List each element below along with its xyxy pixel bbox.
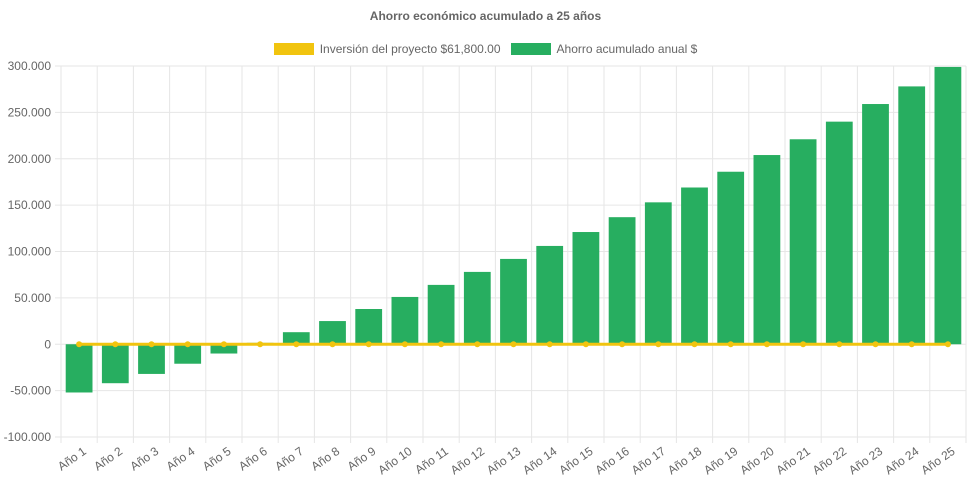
line-point-inversion — [401, 341, 408, 348]
x-tick-label: Año 7 — [272, 444, 306, 474]
bar-año-2 — [101, 344, 129, 384]
bar-año-19 — [717, 171, 745, 345]
x-tick-label: Año 10 — [375, 444, 414, 477]
bar-año-12 — [463, 271, 491, 345]
bar-año-1 — [65, 344, 93, 393]
line-point-inversion — [908, 341, 915, 348]
bar-año-22 — [825, 121, 853, 345]
y-tick-label: 50.000 — [14, 291, 51, 305]
x-tick-label: Año 24 — [882, 444, 921, 477]
y-tick-label: 200.000 — [8, 152, 52, 166]
x-tick-label: Año 14 — [520, 444, 559, 477]
y-tick-label: -100.000 — [4, 430, 52, 444]
bar-año-9 — [355, 309, 383, 345]
bar-año-16 — [608, 217, 636, 345]
x-tick-label: Año 3 — [128, 444, 162, 474]
x-tick-label: Año 25 — [918, 444, 957, 477]
bar-año-18 — [681, 187, 708, 345]
line-point-inversion — [582, 341, 589, 348]
x-tick-label: Año 6 — [236, 444, 270, 474]
x-tick-label: Año 21 — [774, 444, 813, 477]
bar-año-5 — [210, 344, 238, 354]
bar-año-25 — [934, 66, 962, 345]
x-tick-label: Año 22 — [810, 444, 849, 477]
line-point-inversion — [329, 341, 336, 348]
y-tick-label: 0 — [44, 337, 51, 351]
bar-año-8 — [319, 321, 346, 345]
line-point-inversion — [872, 341, 879, 348]
x-tick-label: Año 15 — [556, 444, 595, 477]
line-point-inversion — [836, 341, 843, 348]
bar-año-7 — [282, 332, 310, 345]
y-tick-label: 300.000 — [8, 59, 52, 73]
line-point-inversion — [763, 341, 770, 348]
chart-title: Ahorro económico acumulado a 25 años — [369, 9, 602, 23]
x-tick-label: Año 23 — [846, 444, 885, 477]
x-tick-label: Año 16 — [593, 444, 632, 477]
x-tick-label: Año 2 — [91, 444, 125, 474]
x-tick-label: Año 11 — [412, 444, 451, 477]
legend-item-ahorro[interactable]: Ahorro acumulado anual $ — [510, 42, 698, 56]
line-point-inversion — [257, 341, 264, 348]
legend: Inversión del proyecto $61,800.00 Ahorro… — [0, 42, 971, 56]
bar-año-10 — [391, 296, 419, 345]
bar-año-14 — [536, 245, 564, 345]
bar-año-24 — [898, 86, 926, 345]
line-point-inversion — [800, 341, 807, 348]
bar-año-23 — [862, 104, 889, 345]
line-point-inversion — [944, 341, 951, 348]
y-tick-label: -50.000 — [10, 384, 51, 398]
bar-año-4 — [174, 344, 202, 364]
bar-año-20 — [753, 155, 781, 345]
bar-año-21 — [789, 139, 817, 345]
x-tick-label: Año 18 — [665, 444, 704, 477]
line-point-inversion — [438, 341, 445, 348]
line-point-inversion — [76, 341, 83, 348]
line-point-inversion — [112, 341, 119, 348]
bar-año-3 — [138, 344, 165, 374]
line-point-inversion — [655, 341, 662, 348]
line-point-inversion — [293, 341, 300, 348]
legend-swatch-ahorro — [510, 43, 551, 55]
legend-label-ahorro: Ahorro acumulado anual $ — [556, 42, 698, 56]
legend-swatch-inversion — [273, 43, 314, 55]
x-tick-label: Año 1 — [55, 444, 89, 474]
line-point-inversion — [691, 341, 698, 348]
line-point-inversion — [727, 341, 734, 348]
x-tick-label: Año 17 — [629, 444, 668, 477]
x-tick-label: Año 5 — [200, 444, 234, 474]
x-tick-label: Año 12 — [448, 444, 487, 477]
x-tick-label: Año 9 — [345, 444, 379, 474]
x-tick-label: Año 19 — [701, 444, 740, 477]
x-tick-label: Año 20 — [737, 444, 776, 477]
line-point-inversion — [365, 341, 372, 348]
line-point-inversion — [546, 341, 553, 348]
line-point-inversion — [474, 341, 481, 348]
line-point-inversion — [619, 341, 626, 348]
bar-año-17 — [644, 202, 672, 345]
line-point-inversion — [220, 341, 227, 348]
line-point-inversion — [148, 341, 155, 348]
line-point-inversion — [184, 341, 191, 348]
y-tick-label: 100.000 — [8, 245, 52, 259]
legend-label-inversion: Inversión del proyecto $61,800.00 — [319, 42, 501, 56]
x-tick-label: Año 4 — [164, 444, 198, 474]
bar-año-13 — [500, 258, 527, 345]
line-point-inversion — [510, 341, 517, 348]
bar-año-15 — [572, 232, 600, 345]
y-tick-label: 150.000 — [8, 198, 52, 212]
x-tick-label: Año 8 — [309, 444, 343, 474]
x-tick-label: Año 13 — [484, 444, 523, 477]
y-tick-label: 250.000 — [8, 105, 52, 119]
bar-año-11 — [427, 284, 455, 345]
legend-item-inversion[interactable]: Inversión del proyecto $61,800.00 — [273, 42, 501, 56]
